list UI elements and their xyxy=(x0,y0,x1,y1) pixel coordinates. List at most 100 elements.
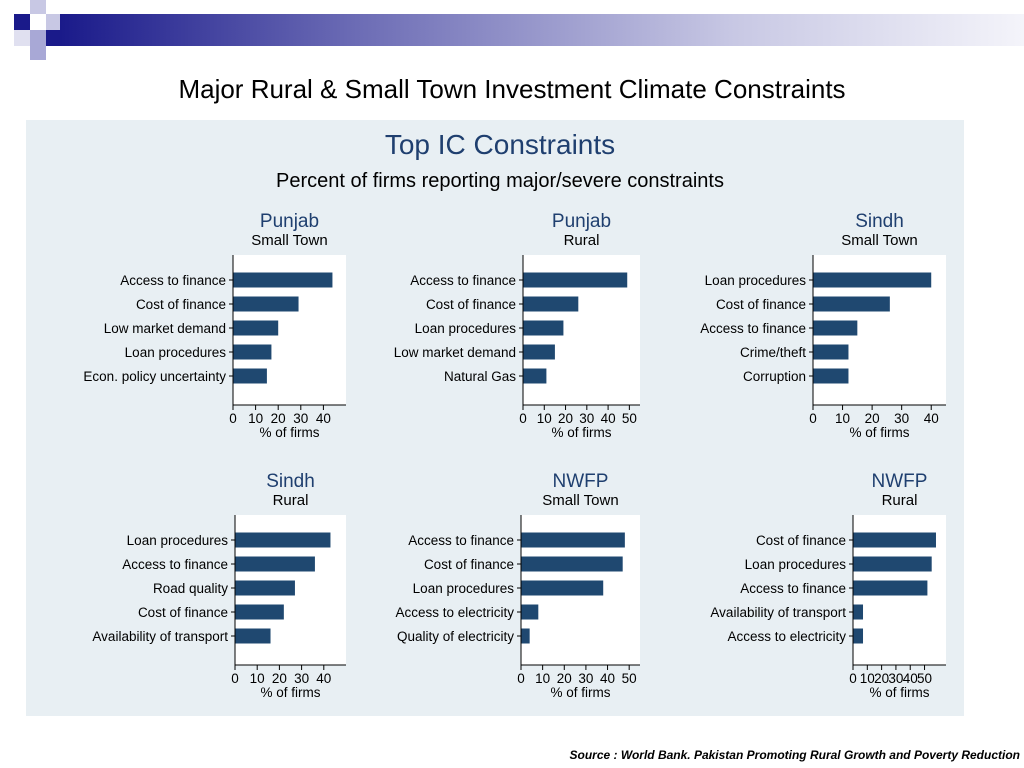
bar xyxy=(853,580,928,596)
category-label: Quality of electricity xyxy=(397,629,514,644)
bar xyxy=(235,604,284,620)
bar xyxy=(233,296,299,312)
x-tick-label: 30 xyxy=(294,671,309,686)
category-label: Access to electricity xyxy=(395,605,514,620)
bar xyxy=(813,344,849,360)
bar xyxy=(233,320,279,336)
bar xyxy=(523,272,628,288)
x-tick-label: 0 xyxy=(229,411,237,426)
x-tick-label: 0 xyxy=(519,411,527,426)
x-tick-label: 30 xyxy=(894,411,909,426)
category-label: Cost of finance xyxy=(136,297,226,312)
x-tick-label: 40 xyxy=(600,671,615,686)
bar xyxy=(853,628,864,644)
category-label: Low market demand xyxy=(394,345,516,360)
category-label: Access to finance xyxy=(700,321,806,336)
category-label: Cost of finance xyxy=(138,605,228,620)
x-tick-label: 0 xyxy=(809,411,817,426)
category-label: Access to finance xyxy=(408,533,514,548)
x-tick-label: 40 xyxy=(316,411,331,426)
bar xyxy=(233,344,272,360)
x-axis-label: % of firms xyxy=(260,685,320,700)
bar xyxy=(521,580,604,596)
bar xyxy=(523,344,555,360)
category-label: Access to finance xyxy=(120,273,226,288)
bar xyxy=(813,368,849,384)
figure-subtitle: Percent of firms reporting major/severe … xyxy=(276,170,724,192)
category-label: Loan procedures xyxy=(413,581,515,596)
x-axis-label: % of firms xyxy=(550,685,610,700)
x-tick-label: 0 xyxy=(517,671,525,686)
x-tick-label: 10 xyxy=(250,671,265,686)
chart-subtitle: Small Town xyxy=(841,232,917,249)
bar xyxy=(521,628,530,644)
category-label: Natural Gas xyxy=(444,369,516,384)
x-axis-label: % of firms xyxy=(259,425,319,440)
bar xyxy=(521,532,625,548)
charts-figure: Top IC Constraints Percent of firms repo… xyxy=(83,129,946,700)
bar xyxy=(523,368,547,384)
category-label: Access to electricity xyxy=(727,629,846,644)
chart-subtitle: Small Town xyxy=(542,492,618,509)
bar xyxy=(235,628,271,644)
category-label: Road quality xyxy=(153,581,228,596)
x-tick-label: 10 xyxy=(248,411,263,426)
chart-title: Punjab xyxy=(260,211,319,232)
x-tick-label: 10 xyxy=(537,411,552,426)
x-tick-label: 40 xyxy=(316,671,331,686)
category-label: Loan procedures xyxy=(705,273,807,288)
x-axis-label: % of firms xyxy=(551,425,611,440)
x-tick-label: 50 xyxy=(622,671,637,686)
bar xyxy=(233,272,333,288)
chart-title: Punjab xyxy=(552,211,611,232)
slide-title: Major Rural & Small Town Investment Clim… xyxy=(178,74,846,104)
bar xyxy=(853,532,936,548)
x-axis-label: % of firms xyxy=(849,425,909,440)
x-tick-label: 0 xyxy=(231,671,239,686)
category-label: Crime/theft xyxy=(740,345,806,360)
bar xyxy=(853,604,864,620)
bar xyxy=(523,296,579,312)
x-tick-label: 20 xyxy=(865,411,880,426)
bar xyxy=(813,296,890,312)
chart-title: Sindh xyxy=(855,211,904,232)
x-tick-label: 0 xyxy=(849,671,857,686)
x-tick-label: 10 xyxy=(835,411,850,426)
x-tick-label: 30 xyxy=(888,671,903,686)
x-tick-label: 40 xyxy=(903,671,918,686)
header-gradient-band xyxy=(60,14,1024,46)
chart-subtitle: Rural xyxy=(273,492,309,509)
x-tick-label: 30 xyxy=(579,411,594,426)
bar xyxy=(521,604,539,620)
bar xyxy=(235,580,295,596)
bar xyxy=(235,556,315,572)
x-tick-label: 20 xyxy=(874,671,889,686)
x-tick-label: 30 xyxy=(293,411,308,426)
x-tick-label: 20 xyxy=(558,411,573,426)
category-label: Loan procedures xyxy=(125,345,227,360)
category-label: Cost of finance xyxy=(716,297,806,312)
figure-title: Top IC Constraints xyxy=(385,129,615,160)
x-tick-label: 50 xyxy=(917,671,932,686)
category-label: Corruption xyxy=(743,369,806,384)
x-tick-label: 20 xyxy=(271,411,286,426)
category-label: Loan procedures xyxy=(745,557,847,572)
category-label: Loan procedures xyxy=(127,533,229,548)
x-tick-label: 50 xyxy=(622,411,637,426)
chart-title: NWFP xyxy=(553,471,609,492)
x-tick-label: 40 xyxy=(924,411,939,426)
bar xyxy=(853,556,932,572)
category-label: Access to finance xyxy=(740,581,846,596)
source-note: Source : World Bank. Pakistan Promoting … xyxy=(569,748,1020,762)
chart-subtitle: Rural xyxy=(564,232,600,249)
x-tick-label: 40 xyxy=(601,411,616,426)
category-label: Econ. policy uncertainty xyxy=(83,369,226,384)
bar xyxy=(813,320,858,336)
chart-subtitle: Rural xyxy=(882,492,918,509)
category-label: Low market demand xyxy=(104,321,226,336)
category-label: Cost of finance xyxy=(426,297,516,312)
chart-title: Sindh xyxy=(266,471,315,492)
bar xyxy=(233,368,267,384)
category-label: Cost of finance xyxy=(424,557,514,572)
category-label: Access to finance xyxy=(410,273,516,288)
